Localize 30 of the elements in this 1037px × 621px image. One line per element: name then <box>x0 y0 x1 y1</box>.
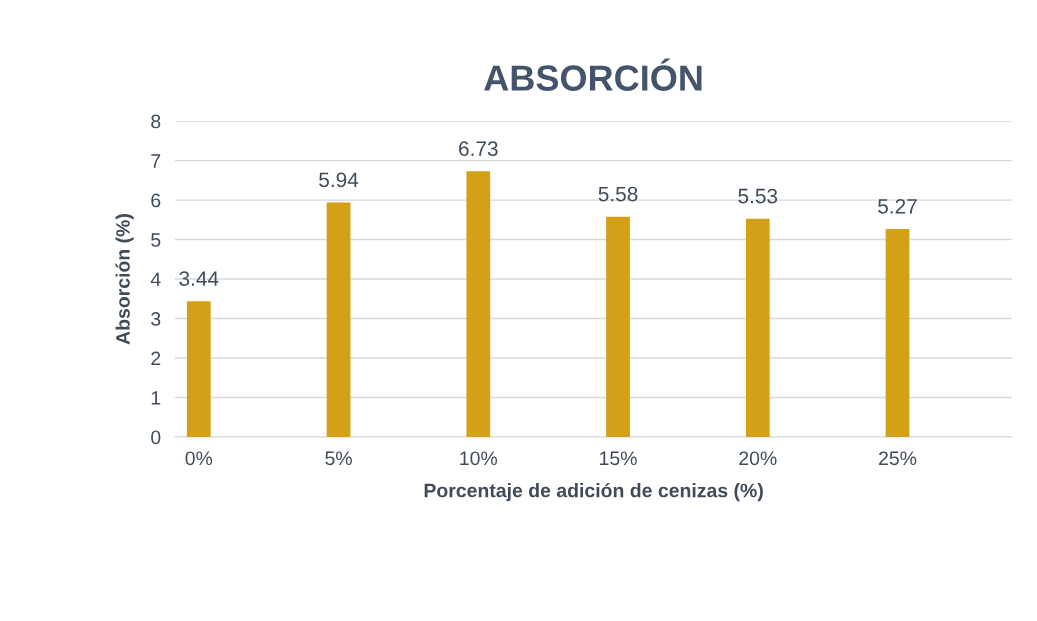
y-tick-label: 8 <box>151 114 161 129</box>
y-tick-label: 2 <box>151 351 161 366</box>
x-tick-label: 0% <box>185 451 213 466</box>
data-label: 6.73 <box>459 141 498 157</box>
x-tick-label: 15% <box>600 451 637 466</box>
x-tick-label: 25% <box>879 451 917 466</box>
data-label: 5.53 <box>738 188 778 204</box>
y-axis-title: Absorción (%) <box>115 214 134 345</box>
y-tick-label: 4 <box>150 272 161 287</box>
y-tick-label: 3 <box>151 312 161 326</box>
data-label: 5.58 <box>598 186 638 202</box>
y-tick-label: 0 <box>151 430 161 445</box>
data-label: 3.44 <box>179 271 219 286</box>
y-tick-label: 1 <box>151 391 161 405</box>
chart-title: ABSORCIÓN <box>484 58 702 91</box>
bar <box>466 171 491 437</box>
bar <box>885 228 910 437</box>
x-tick-label: 5% <box>325 451 352 466</box>
bar <box>326 202 351 437</box>
y-tick-label: 7 <box>151 154 161 168</box>
bar <box>606 216 630 437</box>
y-tick-label: 6 <box>151 193 161 208</box>
y-tick-label: 5 <box>151 233 161 247</box>
data-label: 5.27 <box>878 198 917 214</box>
bar <box>745 218 770 437</box>
x-axis-title: Porcentaje de adición de cenizas (%) <box>424 482 763 502</box>
x-tick-label: 20% <box>739 451 777 466</box>
bar <box>186 301 211 437</box>
x-tick-label: 10% <box>460 451 498 466</box>
data-label: 5.94 <box>319 172 359 188</box>
